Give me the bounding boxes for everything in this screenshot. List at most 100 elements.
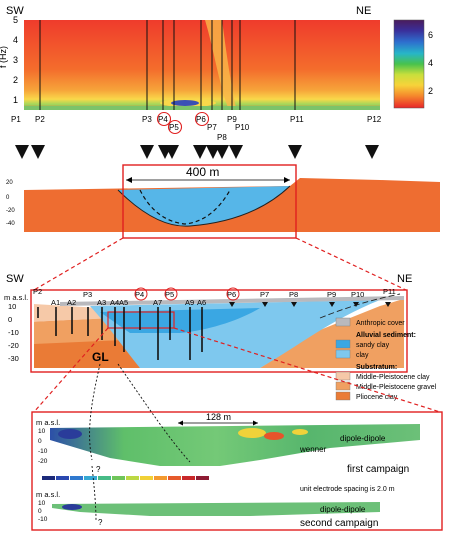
ert-question-mark-1: ? <box>96 465 101 474</box>
ert-colorscale-swatch <box>84 476 97 480</box>
station-triangle <box>215 145 229 159</box>
detail-well-circle <box>134 287 148 301</box>
hv-ytick-label: 4 <box>13 35 18 45</box>
station-triangle <box>31 145 45 159</box>
legend-sandy-clay: sandy clay <box>356 342 390 349</box>
gl-trace-3 <box>91 465 97 521</box>
section-depth-tick: -20 <box>6 208 15 214</box>
detail-well-label: P5 <box>165 290 174 299</box>
detail-well-label: P8 <box>289 290 298 299</box>
colorbar <box>393 19 425 109</box>
hv-station-circle <box>194 111 210 127</box>
legend-substratum-title: Substratum: <box>356 364 397 371</box>
detail-ytick-label: -30 <box>8 354 19 363</box>
section-basin-dashed <box>139 189 231 225</box>
hv-station-circle <box>167 119 183 135</box>
detail-well-label: A1 <box>51 298 60 307</box>
detail-well-label: P9 <box>327 290 336 299</box>
station-triangle <box>15 145 29 159</box>
hv-direction-left: SW <box>6 5 24 17</box>
ert-colorscale-swatch <box>168 476 181 480</box>
legend-swatch-sandy-clay <box>335 339 351 349</box>
ert-campaign-2: second campaign <box>300 518 378 529</box>
detail-well-circle <box>226 287 240 301</box>
ert-arrow-head-right <box>253 420 258 426</box>
ert-section-top <box>50 424 420 466</box>
detail-ytick-label: 10 <box>8 302 16 311</box>
ert-colorscale-swatch <box>98 476 111 480</box>
ert-campaign-1: first campaign <box>347 464 409 475</box>
ert-colorscale-swatch <box>154 476 167 480</box>
hv-station-circle <box>156 111 172 127</box>
detail-well-label: P6 <box>227 290 236 299</box>
hv-warm-band <box>205 20 236 108</box>
hv-station-label: P5 <box>169 123 179 132</box>
detail-well-label: P2 <box>33 287 42 296</box>
ert-high-res-2 <box>238 428 266 438</box>
detail-well-label: P3 <box>83 290 92 299</box>
ert-high-res-3 <box>264 432 284 440</box>
gl-label: GL <box>92 350 109 364</box>
hv-station-label: P8 <box>217 133 227 142</box>
station-triangle <box>206 145 220 159</box>
hv-station-label: P10 <box>235 123 250 132</box>
ert-colorscale-swatch <box>182 476 195 480</box>
section-panel: 20 0 -20 -40 400 m <box>6 164 440 239</box>
hv-ytick-label: 1 <box>13 95 18 105</box>
detail-basin-dashed <box>319 293 401 319</box>
legend-alluvial-title: Alluvial sediment: <box>356 332 416 339</box>
detail-well-label: A6 <box>197 298 206 307</box>
section-focus-box <box>122 164 297 239</box>
hv-station-label: P1 <box>11 115 21 124</box>
legend-swatch-pliocene <box>335 391 351 401</box>
colorbar-tick-label: 4 <box>428 58 433 68</box>
station-triangle <box>229 145 243 159</box>
detail-well-marker <box>262 302 268 307</box>
legend-pliocene: Pliocene clay <box>356 394 398 401</box>
ert-colorscale-swatch <box>140 476 153 480</box>
ert-ytick-top: 10 <box>38 428 46 435</box>
section-basin-outline <box>117 185 291 227</box>
ert-high-res-4 <box>292 429 308 435</box>
connector-left <box>33 237 124 291</box>
detail-well-label: P10 <box>351 290 364 299</box>
section-arrow-head-right <box>284 177 290 183</box>
detail-well-label: A3 <box>97 298 106 307</box>
ert-colorscale-swatch <box>56 476 69 480</box>
detail-well-label: A4 <box>110 298 119 307</box>
hv-ytick-label: 2 <box>13 75 18 85</box>
gl-trace-2 <box>117 363 191 463</box>
colorbar-tick-label: 6 <box>428 30 433 40</box>
ert-colorscale-swatch <box>196 476 209 480</box>
detail-direction-left: SW <box>6 273 24 285</box>
hv-station-label: P6 <box>196 115 206 124</box>
hv-yaxis-label: f (Hz) <box>0 46 8 68</box>
connector-ert-left <box>33 327 109 413</box>
ert-question-mark-2: ? <box>98 518 103 527</box>
ert-bottom-anomaly <box>62 504 82 510</box>
hv-yaxis-ticks: 5 4 3 2 1 <box>13 15 18 105</box>
detail-well-label: A2 <box>67 298 76 307</box>
station-triangle <box>193 145 207 159</box>
hv-bottom-band <box>24 106 380 110</box>
detail-panel: SW NE m a.s.l. 10 0 -10 -20 -30 P2 A1 A2 P3 A3 A4… <box>4 273 437 401</box>
detail-well-label: P4 <box>135 290 144 299</box>
ert-ticks-top: 10 0 -10 -20 <box>38 428 48 465</box>
connector-ert-right <box>173 327 441 413</box>
section-depth-tick: 20 <box>6 180 13 186</box>
ert-ytick-bottom: 10 <box>38 500 46 507</box>
station-triangle <box>288 145 302 159</box>
layer-anthropic-cover <box>60 296 404 306</box>
hv-station-label: P7 <box>207 123 217 132</box>
detail-yaxis-label: m a.s.l. <box>4 293 28 302</box>
hv-direction-right: NE <box>356 5 371 17</box>
detail-frame <box>30 289 408 373</box>
detail-well-label: A7 <box>153 298 162 307</box>
section-depth-tick: 0 <box>6 195 10 201</box>
detail-well-marker <box>329 302 335 307</box>
section-arrow-head-left <box>126 177 132 183</box>
hv-station-label: P3 <box>142 115 152 124</box>
legend-anthropic: Anthropic cover <box>356 320 405 327</box>
